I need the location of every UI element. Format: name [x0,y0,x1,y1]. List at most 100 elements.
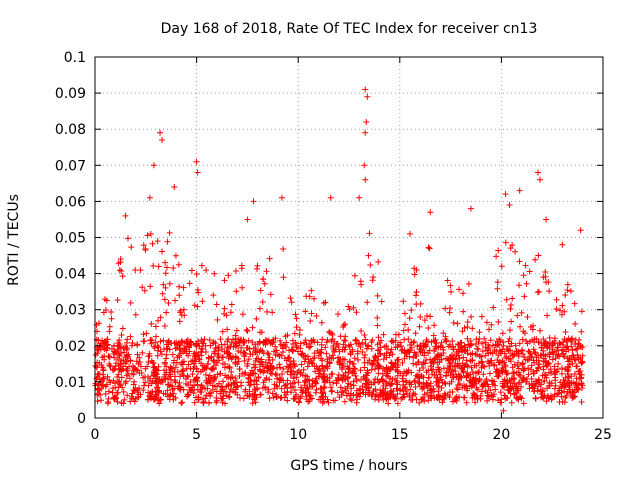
data-point [217,370,224,377]
data-point [114,348,121,355]
data-point [302,308,309,315]
data-point [277,337,284,344]
data-point [117,360,124,367]
data-point [486,370,493,377]
data-point [328,355,335,362]
data-point [346,306,353,313]
data-point [561,384,568,391]
data-point [382,385,389,392]
data-point [519,346,526,353]
data-point [476,368,483,375]
data-point [506,202,513,209]
data-point [578,398,585,405]
data-point [184,391,191,398]
data-point [204,385,211,392]
data-point [151,367,158,374]
data-point [119,384,126,391]
data-point [130,381,137,388]
data-point [437,393,444,400]
data-point [193,158,200,165]
data-point [422,360,429,367]
data-point [303,396,310,403]
data-point [460,308,467,315]
data-point [406,315,413,322]
data-point [558,370,565,377]
data-point [403,379,410,386]
data-point [110,394,117,401]
data-point [207,342,214,349]
data-point [394,391,401,398]
data-point [259,298,266,305]
data-point [357,390,364,397]
data-point [329,370,336,377]
data-point [168,376,175,383]
data-point [313,312,320,319]
data-point [247,351,254,358]
data-point [128,342,135,349]
data-point [319,336,326,343]
data-point [428,395,435,402]
data-point [129,390,136,397]
data-point [449,398,456,405]
data-point [502,362,509,369]
data-point [180,306,187,313]
data-point [163,264,170,271]
data-point [428,359,435,366]
data-point [520,272,527,279]
data-point [385,400,392,407]
data-point [159,137,166,144]
data-point [522,262,529,269]
data-point [212,340,219,347]
data-point [123,358,130,365]
data-point [277,376,284,383]
data-point [418,361,425,368]
data-point [334,377,341,384]
data-point [125,235,132,242]
data-point [104,373,111,380]
data-point [164,238,171,245]
data-point [114,356,121,363]
data-point [399,394,406,401]
data-point [279,371,286,378]
data-point [180,358,187,365]
data-point [465,341,472,348]
data-point [239,311,246,318]
data-point [308,359,315,366]
data-point [353,337,360,344]
data-point [266,255,273,262]
data-point [219,346,226,353]
data-point [188,267,195,274]
data-point [318,349,325,356]
data-point [530,388,537,395]
data-point [362,176,369,183]
data-point [510,370,517,377]
data-point [330,397,337,404]
data-point [578,308,585,315]
data-point [561,308,568,315]
data-point [430,332,437,339]
data-point [184,372,191,379]
data-point [354,348,361,355]
data-point [140,387,147,394]
data-point [242,369,249,376]
data-point [115,260,122,267]
data-point [297,384,304,391]
data-point [521,330,528,337]
data-point [547,366,554,373]
data-point [530,357,537,364]
data-point [127,333,134,340]
data-point [264,308,271,315]
data-point [443,372,450,379]
data-point [577,342,584,349]
data-point [413,396,420,403]
data-point [338,388,345,395]
data-point [515,349,522,356]
data-point [439,396,446,403]
data-point [307,317,314,324]
data-point [375,394,382,401]
data-point [564,281,571,288]
data-point [472,399,479,406]
data-point [520,367,527,374]
data-point [345,366,352,373]
data-point [555,390,562,397]
